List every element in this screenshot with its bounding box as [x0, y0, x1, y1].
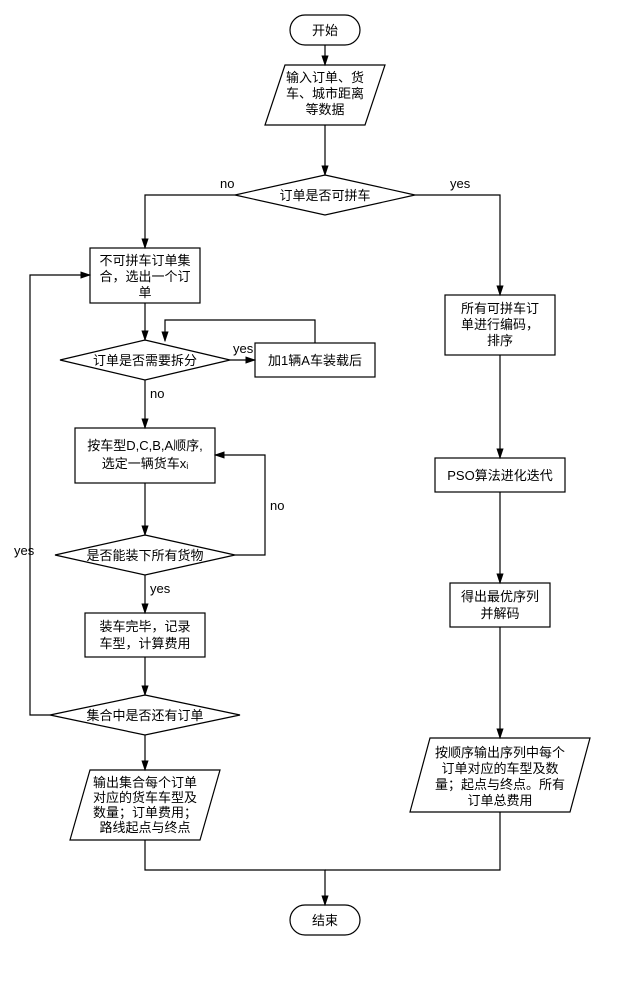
input-l2: 车、城市距离 [286, 86, 364, 101]
start-label: 开始 [312, 23, 338, 38]
out-left-l4: 路线起点与终点 [99, 820, 190, 835]
decision-more-label: 集合中是否还有订单 [86, 708, 203, 723]
label-no-fit: no [270, 498, 284, 513]
input-l3: 等数据 [305, 102, 344, 117]
decode-l2: 并解码 [480, 606, 519, 621]
select-truck-l1: 按车型D,C,B,A顺序, [87, 438, 203, 453]
pick-one-l2: 合，选出一个订 [99, 269, 190, 284]
encode-l3: 排序 [487, 333, 513, 348]
decision-can-share-label: 订单是否可拼车 [279, 188, 370, 203]
out-right-l1: 按顺序输出序列中每个 [435, 745, 565, 760]
input-l1: 输入订单、货 [286, 70, 364, 85]
select-truck-l2: 选定一辆货车xᵢ [102, 456, 189, 471]
record-l2: 车型，计算费用 [99, 636, 190, 651]
pso-l1: PSO算法进化迭代 [447, 468, 552, 483]
decision-fit-all-label: 是否能装下所有货物 [86, 548, 203, 563]
end-label: 结束 [312, 913, 338, 928]
out-left-l3: 数量；订单费用； [93, 805, 197, 821]
encode-l1: 所有可拼车订 [461, 301, 539, 316]
decision-split-label: 订单是否需要拆分 [93, 353, 197, 368]
add-a-l1: 加1辆A车装载后 [268, 353, 362, 368]
encode-l2: 单进行编码， [461, 317, 539, 332]
label-yes-fit: yes [150, 581, 171, 596]
out-right-l3: 量；起点与终点。所有 [435, 777, 565, 793]
out-right-l2: 订单对应的车型及数 [441, 761, 558, 776]
pick-one-l3: 单 [138, 285, 151, 300]
label-no-1: no [220, 176, 234, 191]
label-no-split: no [150, 386, 164, 401]
out-left-l1: 输出集合每个订单 [93, 775, 197, 790]
label-yes-more: yes [14, 543, 35, 558]
label-yes-1: yes [450, 176, 471, 191]
pick-one-l1: 不可拼车订单集 [99, 253, 190, 268]
label-yes-split: yes [233, 341, 254, 356]
decode-l1: 得出最优序列 [461, 589, 539, 604]
out-right-l4: 订单总费用 [467, 793, 532, 808]
out-left-l2: 对应的货车车型及 [93, 790, 197, 805]
record-l1: 装车完毕，记录 [99, 619, 190, 634]
